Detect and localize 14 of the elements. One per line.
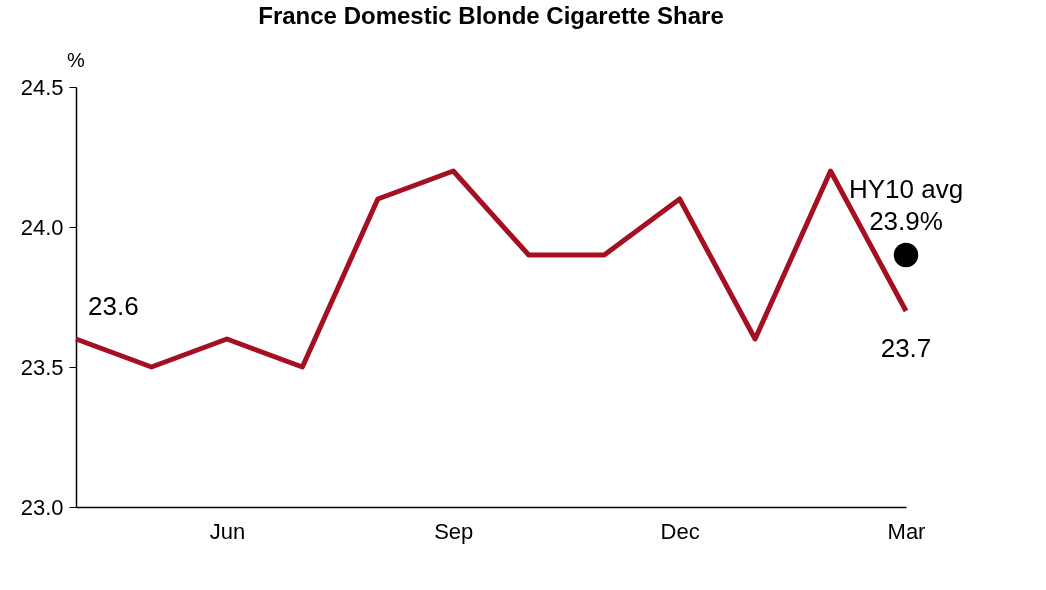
y-tick-label: 24.0 [20,214,64,240]
text: HY10 avg [848,174,964,204]
x-tick-label: Mar [887,518,926,544]
y-tick-label: 23.5 [20,354,64,380]
x-tick-label: Sep [434,518,474,544]
y-tick-label: 23.0 [20,494,64,520]
x-tick-label: Dec [660,518,700,544]
x-tick-label: Jun [209,518,246,544]
data-label: 23.7 [880,333,932,363]
y-tick-label: 24.5 [20,74,64,100]
y-axis-title: % [67,49,86,71]
data-label: 23.9% [869,206,943,236]
data-label: 23.6 [88,291,139,321]
chart-title: France Domestic Blonde Cigarette Share [258,2,724,29]
